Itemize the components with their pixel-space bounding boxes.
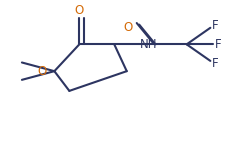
Text: O: O xyxy=(74,4,84,17)
Text: F: F xyxy=(212,19,218,32)
Text: O: O xyxy=(38,65,47,78)
Text: O: O xyxy=(123,21,132,34)
Text: NH: NH xyxy=(140,38,157,51)
Text: F: F xyxy=(212,57,218,70)
Text: F: F xyxy=(214,38,221,51)
